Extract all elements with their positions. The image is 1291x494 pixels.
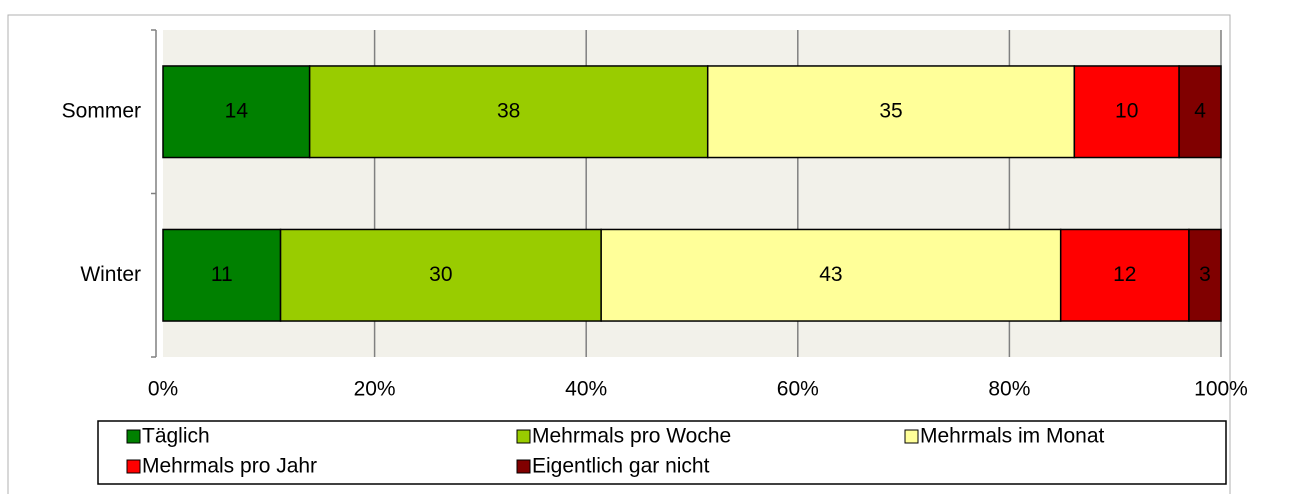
data-label: 30 (429, 263, 452, 286)
y-tick-label: Winter (80, 263, 141, 286)
legend-swatch (516, 459, 531, 474)
bar-segment (162, 228, 282, 322)
x-tick-label: 40% (565, 378, 607, 401)
data-label: 3 (1199, 263, 1211, 286)
legend-label: Täglich (142, 425, 210, 448)
legend-swatch (516, 429, 531, 444)
x-tick-label: 20% (354, 378, 396, 401)
data-label: 11 (211, 263, 233, 286)
bar-segment (1073, 65, 1180, 159)
data-label: 12 (1113, 263, 1136, 286)
bar-segment (1059, 228, 1190, 322)
legend-label: Mehrmals im Monat (920, 425, 1105, 448)
x-tick-label: 60% (777, 378, 819, 401)
bar-segment (1188, 228, 1222, 322)
legend-swatch (126, 429, 141, 444)
legend-label: Eigentlich gar nicht (532, 455, 710, 478)
data-label: 35 (879, 99, 902, 122)
legend-label: Mehrmals pro Jahr (142, 455, 317, 478)
data-label: 38 (497, 99, 520, 122)
chart-frame (7, 14, 1231, 494)
data-label: 43 (819, 263, 842, 286)
y-tick-label: Sommer (62, 99, 141, 122)
bar-segment (162, 65, 311, 159)
bar-segment (308, 65, 709, 159)
bar-segment (706, 65, 1076, 159)
x-tick-label: 80% (988, 378, 1030, 401)
data-label: 4 (1194, 99, 1206, 122)
x-tick-label: 100% (1194, 378, 1248, 401)
x-tick-label: 0% (148, 378, 178, 401)
data-label: 14 (225, 99, 249, 122)
legend-swatch (904, 429, 919, 444)
bar-segment (1178, 65, 1222, 159)
legend-label: Mehrmals pro Woche (532, 425, 731, 448)
legend-box (97, 420, 1227, 485)
bar-segment (600, 228, 1062, 322)
data-label: 10 (1115, 99, 1138, 122)
legend-swatch (126, 459, 141, 474)
